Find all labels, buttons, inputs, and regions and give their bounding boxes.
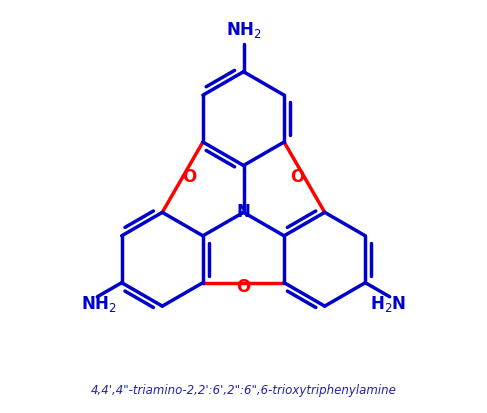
Text: O: O <box>236 278 251 297</box>
Text: 4,4',4"-triamino-2,2':6',2":6",6-trioxytriphenylamine: 4,4',4"-triamino-2,2':6',2":6",6-trioxyt… <box>91 384 396 397</box>
Text: H$_2$N: H$_2$N <box>370 294 406 314</box>
Text: O: O <box>290 168 304 186</box>
Text: NH$_2$: NH$_2$ <box>81 294 117 314</box>
Text: NH$_2$: NH$_2$ <box>225 19 262 40</box>
Text: O: O <box>183 168 197 186</box>
Text: N: N <box>237 203 250 221</box>
